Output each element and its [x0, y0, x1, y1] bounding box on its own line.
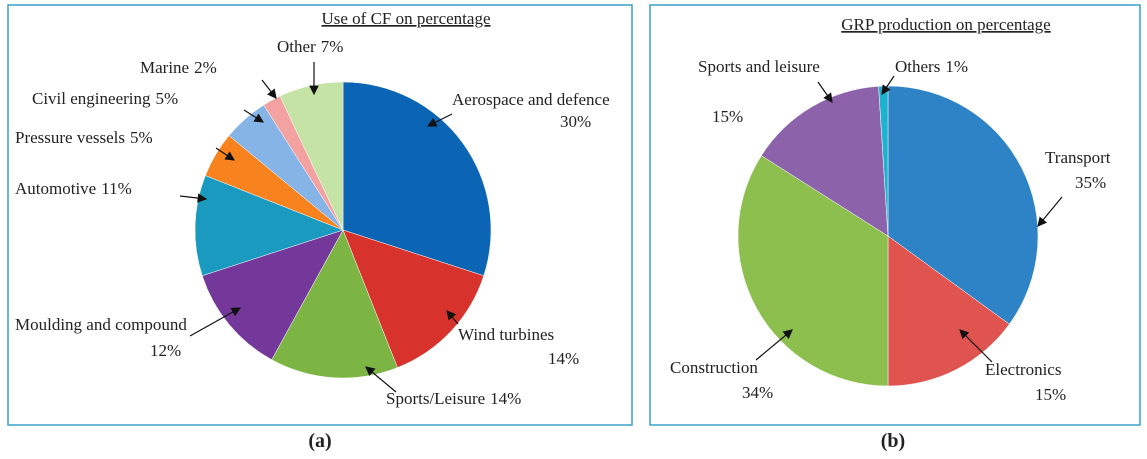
slice-label: Moulding and compound	[15, 315, 187, 334]
pie-slice	[194, 175, 344, 277]
leader-arrow	[446, 310, 459, 325]
value-label: 15%	[712, 107, 743, 126]
category-label: Marine	[140, 58, 189, 77]
leader-arrow	[215, 147, 235, 161]
pie-slice	[271, 229, 398, 379]
value-label: 1%	[945, 57, 968, 76]
category-label: Pressure vessels	[15, 128, 125, 147]
slice-label: Other 7%	[277, 37, 343, 56]
slice-label: Pressure vessels 5%	[15, 128, 153, 147]
chart-title: GRP production on percentage	[841, 15, 1050, 34]
pie-slice	[887, 85, 1039, 325]
value-label: 11%	[101, 179, 132, 198]
leader-arrow	[881, 75, 895, 95]
value-label: 2%	[194, 58, 217, 77]
chart-title: Use of CF on percentage	[321, 9, 490, 28]
slice-label: Electronics	[985, 360, 1061, 379]
value-label: 7%	[321, 37, 344, 56]
pie-slice	[761, 86, 889, 237]
caption: (b)	[881, 430, 905, 452]
value-label: 5%	[130, 128, 153, 147]
category-label: Sports/Leisure	[386, 389, 485, 408]
slice-label: Aerospace and defence	[452, 90, 610, 109]
leader-arrow	[1037, 196, 1063, 227]
caption: (a)	[308, 430, 331, 452]
value-label: 12%	[150, 341, 181, 360]
leader-arrow	[243, 109, 265, 123]
value-label: 30%	[560, 112, 591, 131]
value-label: 15%	[1035, 385, 1066, 404]
value-label: 35%	[1075, 173, 1106, 192]
category-label: Other	[277, 37, 316, 56]
pie-slice	[737, 155, 889, 387]
leader-arrow	[365, 366, 397, 393]
category-label: Automotive	[15, 179, 96, 198]
leader-arrow	[755, 329, 793, 361]
category-label: Wind turbines	[458, 325, 554, 344]
category-label: Construction	[670, 358, 758, 377]
value-label: 14%	[490, 389, 521, 408]
category-label: Civil engineering	[32, 89, 151, 108]
leader-arrow	[261, 79, 277, 99]
leader-arrow	[426, 113, 453, 127]
pie-slice	[201, 229, 344, 361]
pie-slice	[342, 81, 492, 277]
category-label: Electronics	[985, 360, 1061, 379]
slice-label: Civil engineering 5%	[32, 89, 178, 108]
value-label: 14%	[548, 349, 579, 368]
category-label: Others	[895, 57, 940, 76]
category-label: Moulding and compound	[15, 315, 187, 334]
slice-label: Construction	[670, 358, 758, 377]
leader-arrow	[817, 81, 833, 103]
slice-label: Automotive 11%	[15, 179, 132, 198]
value-label: 5%	[156, 89, 179, 108]
pie-slice	[342, 229, 485, 368]
category-label: Transport	[1045, 148, 1111, 167]
slice-label: Transport	[1045, 148, 1111, 167]
category-label: Aerospace and defence	[452, 90, 610, 109]
leader-arrow	[959, 329, 993, 363]
slice-label: Others 1%	[895, 57, 968, 76]
slice-label: Sports and leisure	[698, 57, 820, 76]
leader-arrow	[179, 193, 208, 203]
slice-label: Wind turbines	[458, 325, 554, 344]
category-label: Sports and leisure	[698, 57, 820, 76]
value-label: 34%	[742, 383, 773, 402]
slice-label: Marine 2%	[140, 58, 217, 77]
slice-label: Sports/Leisure 14%	[386, 389, 521, 408]
leader-arrow	[189, 307, 242, 337]
